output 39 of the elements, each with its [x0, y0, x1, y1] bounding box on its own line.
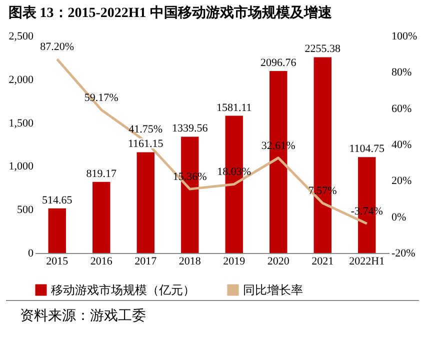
data-label: 87.20% [40, 41, 74, 54]
data-label: 1161.15 [128, 138, 164, 150]
x-tick-label: 2021 [312, 256, 334, 268]
data-label: 2096.76 [260, 57, 297, 69]
y2-tick-label: 0% [392, 211, 406, 224]
x-tick-label: 2016 [90, 256, 113, 268]
y-tick-label: 1,500 [8, 117, 34, 130]
y-tick-label: 1,000 [8, 160, 34, 173]
data-label: 514.65 [42, 194, 73, 206]
y2-tick-label: 40% [392, 139, 412, 151]
y-tick-label: 2,500 [8, 30, 34, 42]
bar [136, 152, 154, 253]
data-label: 2255.38 [304, 43, 341, 56]
x-tick-label: 2017 [134, 256, 158, 268]
legend-label: 同比增长率 [243, 283, 303, 297]
data-label: 1339.56 [172, 122, 208, 135]
y2-tick-label: 100% [392, 30, 418, 42]
data-label: 819.17 [86, 168, 117, 180]
chart-title: 图表 13：2015-2022H1 中国移动游戏市场规模及增速 [8, 4, 333, 21]
y-tick-label: 500 [17, 204, 34, 216]
text: 资料来源：游戏工委 [6, 300, 419, 325]
x-tick-label: 2022H1 [349, 256, 385, 268]
data-label: 59.17% [84, 92, 118, 104]
bar [92, 182, 110, 253]
y2-tick-label: -20% [392, 248, 416, 260]
x-tick-label: 2018 [178, 256, 202, 268]
y-tick-label: 2,000 [8, 74, 34, 86]
legend-label: 移动游戏市场规模（亿元） [51, 283, 195, 297]
y2-tick-label: 20% [392, 175, 412, 188]
y-tick-label: 0 [28, 248, 34, 260]
x-tick-label: 2015 [46, 256, 69, 268]
data-label: 1581.11 [216, 102, 252, 114]
y2-tick-label: 80% [392, 66, 412, 79]
x-tick-label: 2019 [223, 256, 246, 268]
data-label: 1104.75 [349, 143, 386, 156]
data-label: 41.75% [128, 123, 163, 136]
y2-tick-label: 60% [392, 102, 412, 115]
bar [48, 208, 66, 253]
x-tick-label: 2020 [267, 256, 290, 268]
